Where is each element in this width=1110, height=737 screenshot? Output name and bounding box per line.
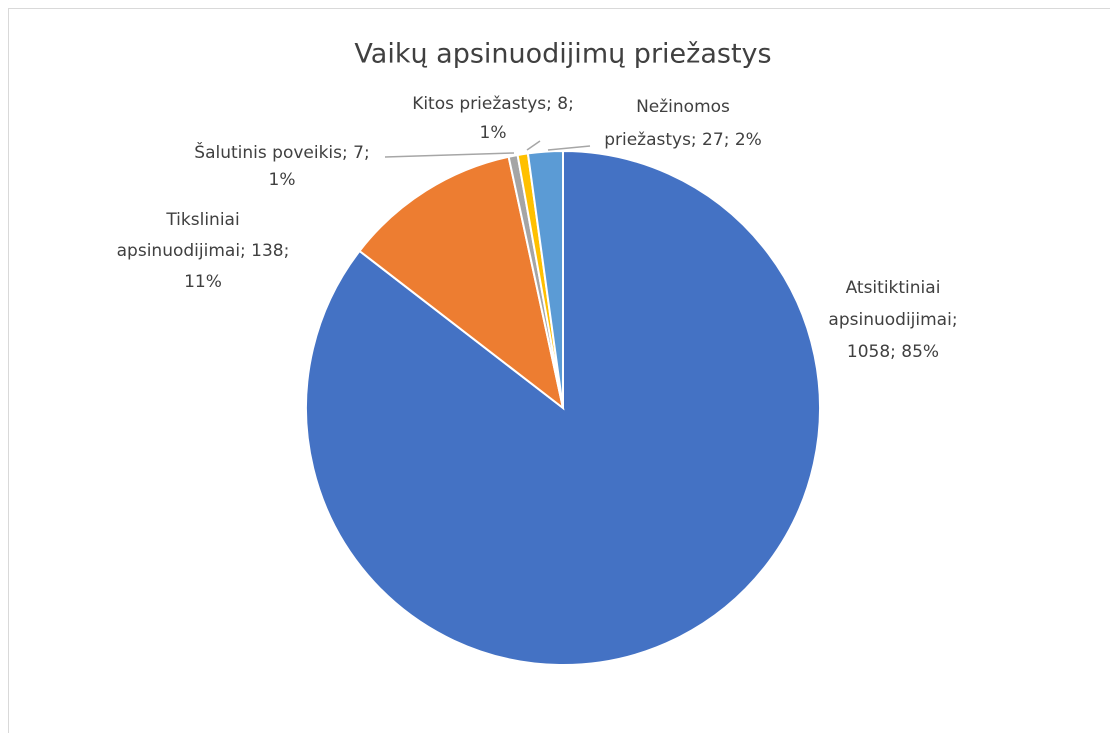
data-label-line: priežastys; 27; 2%: [604, 130, 762, 150]
data-label-line: apsinuodijimai;: [828, 310, 957, 330]
data-label-line: 1058; 85%: [847, 342, 939, 362]
data-label-line: 1%: [269, 170, 296, 190]
data-label-line: Šalutinis poveikis; 7;: [194, 141, 369, 163]
data-label-line: 11%: [184, 272, 222, 292]
data-label-line: Atsitiktiniai: [846, 278, 941, 298]
data-label-line: apsinuodijimai; 138;: [117, 241, 290, 261]
data-label-line: Kitos priežastys; 8;: [412, 94, 574, 114]
data-label-line: Nežinomos: [636, 97, 730, 117]
data-label-line: Tiksliniai: [165, 210, 239, 230]
chart-title: Vaikų apsinuodijimų priežastys: [354, 39, 771, 70]
data-label: Atsitiktiniai apsinuodijimai; 1058; 85%: [828, 278, 957, 362]
data-label-line: 1%: [480, 123, 507, 143]
